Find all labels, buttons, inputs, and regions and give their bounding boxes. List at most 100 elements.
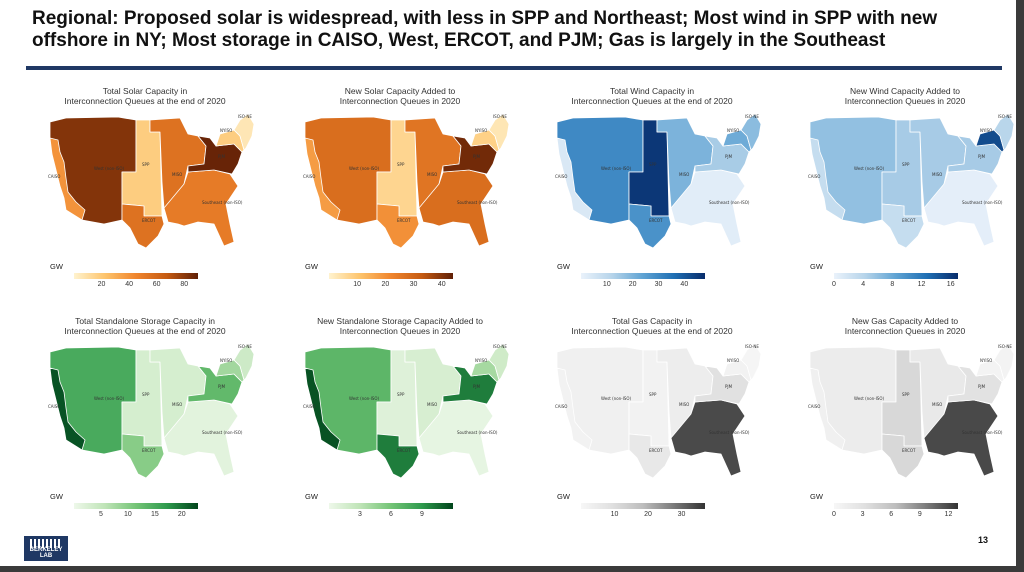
region-label-miso: MISO — [932, 172, 942, 177]
legend-color-bar — [834, 503, 958, 509]
legend-tick: 0 — [832, 511, 836, 518]
lab-building-icon — [30, 539, 60, 548]
region-label-ercot: ERCOT — [142, 448, 156, 453]
region-label-caiso: CAISO — [303, 174, 315, 179]
legend-ticks: 0 4 8 12 16 — [832, 281, 958, 291]
region-label-west: West (non-ISO) — [854, 166, 884, 171]
region-label-nyiso: NYISO — [980, 128, 992, 133]
region-caiso — [304, 137, 341, 221]
legend-tick: 5 — [99, 511, 103, 518]
region-label-southeast: Southeast (non-ISO) — [962, 430, 1003, 435]
legend-color-bar — [329, 273, 453, 279]
map-title: Total Gas Capacity in Interconnection Qu… — [537, 316, 767, 336]
region-ercot — [376, 433, 420, 479]
map-title: New Solar Capacity Added to Interconnect… — [285, 86, 515, 106]
us-region-map: West (non-ISO) CAISO SPP MISO ERCOT Southeast… — [555, 343, 762, 479]
legend-ticks: 10 20 30 — [581, 511, 705, 521]
map-title-line2: Interconnection Queues in 2020 — [339, 326, 461, 336]
region-label-southeast: Southeast (non-ISO) — [457, 430, 498, 435]
region-isone — [740, 113, 762, 151]
region-label-ercot: ERCOT — [397, 448, 411, 453]
region-label-southeast: Southeast (non-ISO) — [202, 430, 243, 435]
legend-tick: 3 — [860, 511, 865, 518]
region-label-isone: ISO-NE — [238, 344, 252, 349]
title-divider — [26, 66, 1002, 70]
map-title-line2: Interconnection Queues in 2020 — [844, 96, 966, 106]
legend-tick: 10 — [124, 511, 132, 518]
region-label-spp: SPP — [902, 162, 910, 167]
region-label-spp: SPP — [649, 162, 657, 167]
map-panel-2: New Solar Capacity Added to Interconnect… — [285, 86, 515, 326]
region-label-caiso: CAISO — [808, 174, 820, 179]
legend-unit: GW — [50, 492, 63, 501]
region-ercot — [881, 433, 925, 479]
map-panel-3: Total Wind Capacity in Interconnection Q… — [537, 86, 767, 326]
legend-ticks: 10 20 30 40 — [581, 281, 705, 291]
legend-tick: 20 — [381, 281, 390, 288]
map-title: Total Solar Capacity in Interconnection … — [30, 86, 260, 106]
region-label-miso: MISO — [172, 402, 182, 407]
region-label-ercot: ERCOT — [902, 218, 916, 223]
region-label-caiso: CAISO — [303, 404, 315, 409]
berkeley-lab-logo: BERKELEY LAB — [24, 536, 68, 561]
region-isone — [488, 343, 510, 381]
region-isone — [233, 343, 255, 381]
region-label-pjm: PJM — [218, 154, 226, 159]
legend-ticks: 10 20 30 40 — [329, 281, 453, 291]
legend-tick: 30 — [409, 281, 418, 288]
us-region-map: West (non-ISO) CAISO SPP MISO ERCOT Southeast… — [303, 113, 510, 249]
region-label-miso: MISO — [679, 172, 689, 177]
legend-tick: 60 — [152, 281, 161, 288]
legend-tick: 40 — [125, 281, 134, 288]
us-region-map: West (non-ISO) CAISO SPP MISO ERCOT Southeast… — [808, 113, 1015, 249]
region-label-ercot: ERCOT — [649, 218, 663, 223]
map-title-line1: New Solar Capacity Added to — [344, 86, 456, 96]
map-title-line1: New Wind Capacity Added to — [849, 86, 961, 96]
region-label-pjm: PJM — [725, 384, 733, 389]
map-panel-8: New Gas Capacity Added to Interconnectio… — [790, 316, 1020, 556]
region-label-nyiso: NYISO — [220, 128, 232, 133]
slide-title: Regional: Proposed solar is widespread, … — [32, 8, 938, 51]
legend-ticks: 3 6 9 — [329, 511, 453, 521]
us-region-map: West (non-ISO) CAISO SPP MISO ERCOT Southeast… — [48, 113, 255, 249]
legend-tick: 12 — [917, 281, 926, 288]
region-label-caiso: CAISO — [48, 404, 60, 409]
region-label-isone: ISO-NE — [493, 344, 507, 349]
region-label-caiso: CAISO — [555, 404, 567, 409]
region-label-west: West (non-ISO) — [94, 166, 124, 171]
region-label-nyiso: NYISO — [475, 358, 487, 363]
region-label-caiso: CAISO — [555, 174, 567, 179]
legend-color-bar — [329, 503, 453, 509]
region-label-spp: SPP — [649, 392, 657, 397]
map-title-line2: Interconnection Queues at the end of 202… — [571, 326, 733, 336]
region-isone — [740, 343, 762, 381]
region-isone — [993, 343, 1015, 381]
map-title: Total Wind Capacity in Interconnection Q… — [537, 86, 767, 106]
region-label-southeast: Southeast (non-ISO) — [709, 430, 750, 435]
region-isone — [233, 113, 255, 151]
region-label-isone: ISO-NE — [238, 114, 252, 119]
region-label-southeast: Southeast (non-ISO) — [202, 200, 243, 205]
region-label-west: West (non-ISO) — [349, 166, 379, 171]
region-label-southeast: Southeast (non-ISO) — [709, 200, 750, 205]
legend-tick: 16 — [946, 281, 955, 288]
region-label-west: West (non-ISO) — [94, 396, 124, 401]
legend-tick: 40 — [437, 281, 446, 288]
region-label-ercot: ERCOT — [142, 218, 156, 223]
region-ercot — [376, 203, 420, 249]
map-title-line1: New Standalone Storage Capacity Added to — [317, 316, 483, 326]
map-title-line1: Total Standalone Storage Capacity in — [75, 316, 215, 326]
region-label-ercot: ERCOT — [902, 448, 916, 453]
legend-tick: 15 — [150, 511, 159, 518]
region-label-pjm: PJM — [473, 384, 481, 389]
region-label-ercot: ERCOT — [649, 448, 663, 453]
legend-tick: 9 — [917, 511, 922, 518]
legend-tick: 10 — [610, 511, 619, 518]
map-panel-5: Total Standalone Storage Capacity in Int… — [30, 316, 260, 556]
region-label-spp: SPP — [902, 392, 910, 397]
region-label-miso: MISO — [427, 172, 437, 177]
legend-tick: 20 — [97, 281, 106, 288]
region-isone — [993, 113, 1015, 151]
region-label-spp: SPP — [142, 162, 150, 167]
